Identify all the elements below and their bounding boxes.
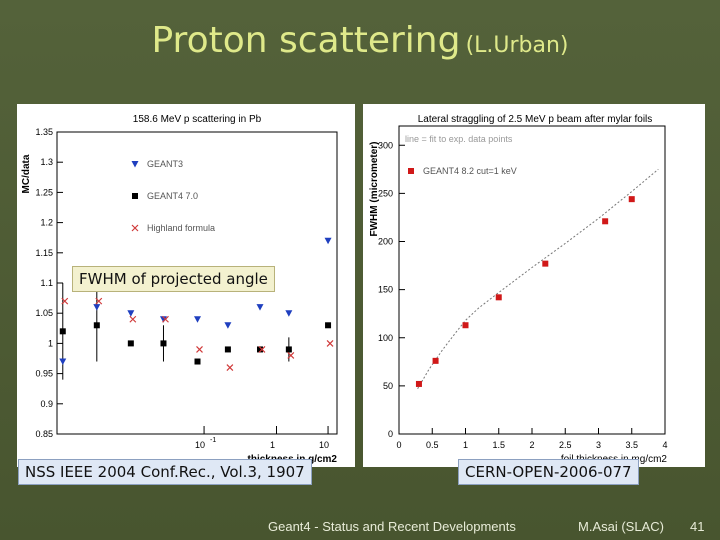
right-y-tick-label: 200	[378, 237, 393, 247]
left-y-tick-label: 1.3	[40, 157, 53, 167]
left-point-geant3	[285, 310, 293, 317]
right-legend-marker	[408, 168, 414, 174]
left-x-tick-label: 10	[319, 440, 329, 450]
left-point-geant4-7-0	[325, 322, 332, 329]
nss-reference-callout: NSS IEEE 2004 Conf.Rec., Vol.3, 1907	[18, 459, 312, 485]
right-x-tick-label: 1	[463, 440, 468, 450]
left-point-geant4-7-0	[160, 340, 167, 347]
left-x-tick-label: 10	[195, 440, 205, 450]
right-y-tick-label: 250	[378, 188, 393, 198]
right-point-geant4	[415, 380, 422, 387]
left-y-tick-label: 0.95	[35, 369, 53, 379]
left-point-geant4-7-0	[224, 346, 231, 353]
left-point-geant3	[194, 316, 202, 323]
left-point-geant3	[59, 358, 67, 366]
title-author: (L.Urban)	[465, 33, 569, 58]
right-x-tick-label: 4	[662, 440, 667, 450]
right-x-tick-label: 0.5	[426, 440, 439, 450]
cern-reference-callout: CERN-OPEN-2006-077	[458, 459, 639, 485]
footer-author: M.Asai (SLAC)	[578, 519, 664, 534]
left-point-geant4-7-0	[93, 322, 100, 329]
left-point-highland-formula	[95, 297, 103, 305]
left-legend-label: GEANT3	[147, 159, 183, 169]
left-point-highland-formula	[287, 352, 295, 359]
footer-page-number: 41	[690, 519, 705, 534]
left-point-geant3	[159, 316, 167, 323]
left-point-highland-formula	[162, 315, 169, 323]
right-point-geant4	[432, 357, 439, 364]
left-y-tick-label: 1.1	[40, 278, 53, 288]
left-y-tick-label: 1.15	[35, 248, 53, 258]
right-y-tick-label: 100	[378, 333, 393, 343]
left-y-tick-label: 1.2	[40, 218, 53, 228]
right-point-geant4	[462, 322, 469, 329]
right-point-geant4	[602, 218, 609, 225]
left-y-tick-label: 1.25	[35, 187, 53, 197]
left-legend-marker	[131, 224, 139, 232]
right-point-geant4	[542, 260, 549, 267]
right-y-axis-label: FWHM (micrometer)	[369, 141, 380, 236]
left-legend-marker	[132, 193, 138, 199]
right-x-tick-label: 2.5	[559, 440, 572, 450]
right-x-tick-label: 2	[529, 440, 534, 450]
left-y-tick-label: 0.85	[35, 429, 53, 439]
footer-talk-title: Geant4 - Status and Recent Developments	[268, 519, 516, 534]
right-chart-title: Lateral straggling of 2.5 MeV p beam aft…	[418, 114, 653, 125]
left-point-geant4-7-0	[59, 328, 66, 335]
left-point-geant4-7-0	[127, 340, 134, 347]
title-main: Proton scattering	[151, 20, 461, 61]
slide-title: Proton scattering (L.Urban)	[0, 20, 720, 61]
left-point-geant4-7-0	[285, 346, 292, 353]
right-point-geant4	[495, 294, 502, 301]
left-point-highland-formula	[226, 364, 234, 371]
left-point-highland-formula	[61, 297, 69, 305]
left-point-highland-formula	[326, 339, 334, 347]
left-point-geant3	[256, 304, 264, 311]
left-point-geant3	[93, 304, 101, 311]
left-y-tick-label: 1.35	[35, 127, 53, 137]
left-scatter-chart: 158.6 MeV p scattering in Pb 0.85 0.9 0.95 1…	[21, 114, 338, 465]
left-point-geant4-7-0	[194, 358, 201, 365]
left-x-tick-exponent: -1	[210, 437, 216, 444]
right-y-tick-label: 300	[378, 140, 393, 150]
right-fit-line	[417, 168, 659, 390]
left-y-tick-label: 0.9	[40, 399, 53, 409]
right-x-tick-label: 0	[396, 440, 401, 450]
right-legend-label: GEANT4 8.2 cut=1 keV	[423, 166, 517, 176]
right-x-tick-label: 3	[596, 440, 601, 450]
left-point-geant3	[127, 310, 135, 317]
left-point-geant3	[224, 322, 232, 329]
fwhm-callout: FWHM of projected angle	[72, 266, 275, 292]
right-point-geant4	[628, 196, 635, 203]
right-y-tick-label: 0	[388, 429, 393, 439]
left-point-highland-formula	[258, 346, 266, 353]
left-y-axis-label: MC/data	[21, 154, 32, 193]
right-chart-panel: Lateral straggling of 2.5 MeV p beam aft…	[363, 104, 705, 467]
left-point-highland-formula	[129, 315, 137, 323]
left-point-geant4-7-0	[256, 346, 263, 353]
right-y-tick-label: 50	[383, 381, 393, 391]
left-x-tick-label: 1	[270, 440, 275, 450]
left-legend-label: GEANT4 7.0	[147, 191, 198, 201]
right-scatter-chart: Lateral straggling of 2.5 MeV p beam aft…	[369, 114, 668, 465]
right-x-tick-label: 1.5	[492, 440, 505, 450]
left-chart-title: 158.6 MeV p scattering in Pb	[133, 114, 262, 125]
left-point-geant3	[324, 237, 332, 245]
left-legend-marker	[131, 161, 139, 168]
right-chart-subtitle: line = fit to exp. data points	[405, 134, 513, 144]
left-legend-label: Highland formula	[147, 223, 215, 233]
right-x-tick-label: 3.5	[625, 440, 638, 450]
right-y-tick-label: 150	[378, 285, 393, 295]
left-point-highland-formula	[196, 346, 203, 353]
left-y-tick-label: 1.05	[35, 308, 53, 318]
left-y-tick-label: 1	[48, 338, 53, 348]
